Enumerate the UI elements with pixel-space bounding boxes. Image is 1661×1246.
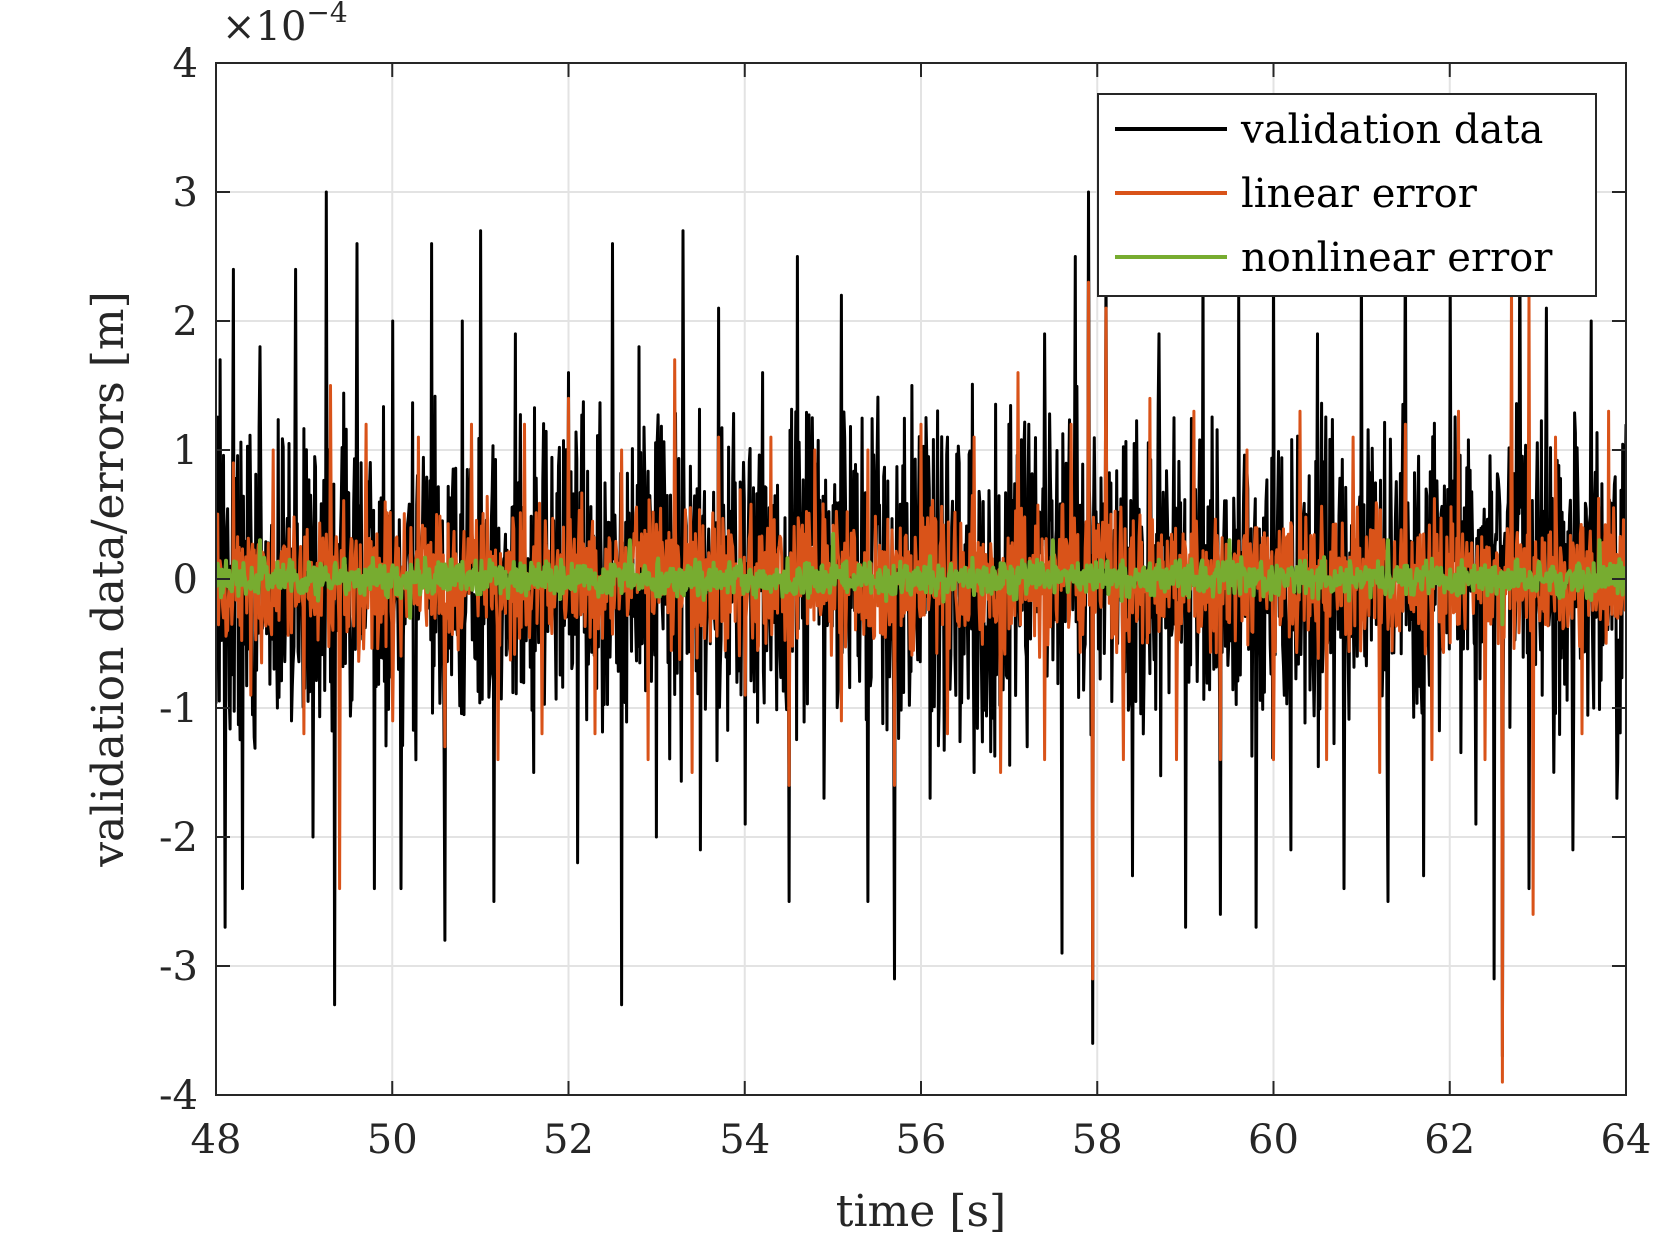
y-tick-label: 0 — [173, 557, 198, 603]
x-tick-label: 56 — [896, 1117, 947, 1163]
y-axis-label: validation data/errors [m] — [83, 291, 134, 868]
x-tick-label: 54 — [719, 1117, 770, 1163]
x-axis-label: time [s] — [836, 1186, 1006, 1237]
series-layer — [216, 190, 1626, 1084]
x-tick-label: 62 — [1424, 1117, 1475, 1163]
y-tick-label: 4 — [173, 41, 198, 87]
y-tick-label: 1 — [173, 428, 198, 474]
y-tick-label: -4 — [159, 1073, 198, 1119]
legend-label-linear-error: linear error — [1241, 171, 1478, 217]
series-line-nonlinear-error — [216, 531, 1626, 627]
legend: validation data linear error nonlinear e… — [1097, 93, 1597, 297]
x-tick-label: 48 — [191, 1117, 242, 1163]
y-tick-label: -3 — [159, 944, 198, 990]
x-tick-label: 50 — [367, 1117, 418, 1163]
x-tick-label: 64 — [1601, 1117, 1652, 1163]
axis-ticks — [215, 62, 1627, 1096]
y-tick-label: -1 — [159, 686, 198, 732]
x-tick-label: 52 — [543, 1117, 594, 1163]
y-tick-label: -2 — [159, 815, 198, 861]
tick-labels: 48 50 52 54 56 58 60 62 64 -4 -3 -2 -1 0 1 2 3 4 — [159, 41, 1651, 1163]
y-tick-label: 3 — [173, 170, 198, 216]
x-tick-label: 60 — [1248, 1117, 1299, 1163]
y-tick-label: 2 — [173, 299, 198, 345]
legend-label-validation-data: validation data — [1240, 107, 1543, 153]
y-exponent-label: ×10−4 — [222, 0, 348, 50]
legend-label-nonlinear-error: nonlinear error — [1241, 235, 1553, 281]
x-tick-label: 58 — [1072, 1117, 1123, 1163]
